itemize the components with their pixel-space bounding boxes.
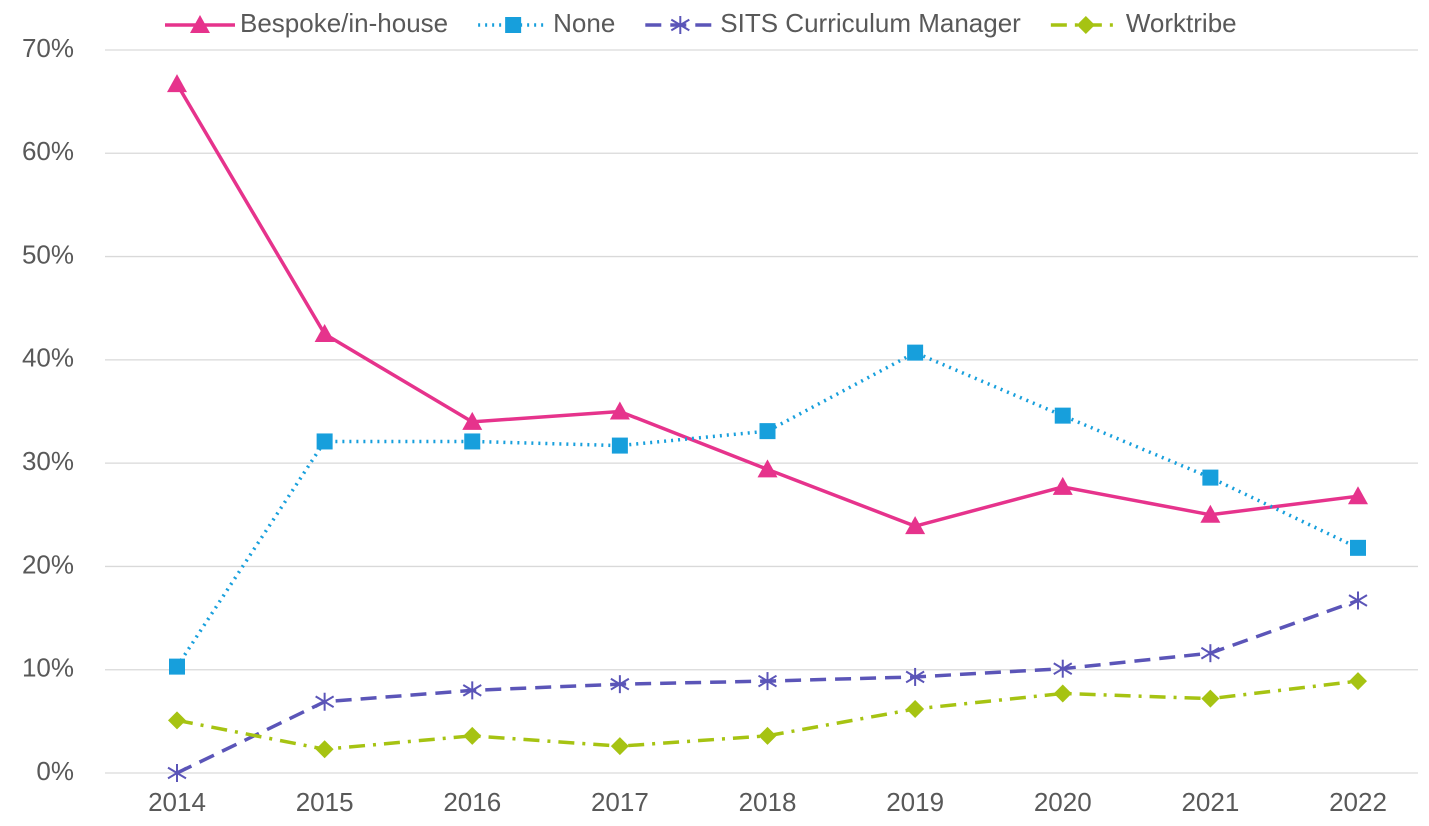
- marker: [1200, 504, 1221, 523]
- marker: [610, 675, 630, 694]
- marker-stroke: [1200, 646, 1220, 660]
- marker-stroke: [462, 684, 482, 697]
- marker: [167, 764, 187, 782]
- marker: [1053, 659, 1073, 678]
- marker: [610, 737, 629, 756]
- y-tick-label: 0%: [36, 756, 74, 786]
- marker: [609, 401, 630, 420]
- marker: [1349, 672, 1367, 691]
- y-tick-label: 40%: [22, 343, 74, 373]
- marker: [757, 459, 778, 478]
- x-tick-label: 2022: [1329, 787, 1387, 817]
- marker: [1348, 486, 1368, 505]
- marker: [1200, 644, 1220, 663]
- marker: [462, 411, 483, 430]
- marker: [168, 711, 186, 730]
- y-tick-label: 10%: [22, 653, 74, 683]
- legend-label: Worktribe: [1126, 8, 1237, 38]
- marker: [906, 699, 925, 718]
- marker: [1202, 469, 1219, 486]
- x-tick-label: 2018: [739, 787, 797, 817]
- legend-label: Bespoke/in-house: [240, 8, 448, 38]
- x-tick-label: 2014: [148, 787, 206, 817]
- y-tick-label: 60%: [22, 136, 74, 166]
- marker: [757, 672, 778, 691]
- marker-stroke: [315, 695, 335, 708]
- marker: [315, 692, 335, 711]
- marker: [1076, 16, 1095, 34]
- series-line: [176, 679, 1359, 752]
- marker: [463, 726, 482, 745]
- marker: [759, 423, 776, 440]
- legend-label: SITS Curriculum Manager: [720, 8, 1021, 38]
- y-tick-label: 50%: [22, 239, 74, 269]
- legend-item: Worktribe: [1050, 8, 1237, 38]
- marker: [315, 740, 334, 759]
- marker: [758, 726, 777, 745]
- x-tick-label: 2017: [591, 787, 649, 817]
- marker: [1053, 684, 1072, 703]
- y-tick-label: 30%: [22, 446, 74, 476]
- marker-stroke: [757, 674, 778, 688]
- marker: [1348, 591, 1368, 610]
- y-tick-label: 70%: [22, 33, 74, 63]
- x-tick-label: 2016: [443, 787, 501, 817]
- x-tick-label: 2015: [296, 787, 354, 817]
- marker: [907, 344, 924, 361]
- legend-label: None: [553, 8, 615, 38]
- marker: [505, 17, 522, 33]
- marker: [1350, 539, 1366, 556]
- marker-stroke: [1053, 662, 1073, 675]
- marker: [1201, 689, 1220, 708]
- marker: [190, 15, 210, 33]
- marker-stroke: [167, 766, 187, 780]
- marker: [1052, 476, 1073, 495]
- y-tick-label: 20%: [22, 549, 74, 579]
- marker-stroke: [610, 677, 630, 691]
- marker: [169, 658, 185, 675]
- legend-item: None: [478, 8, 615, 38]
- marker: [462, 681, 482, 700]
- x-tick-label: 2020: [1034, 787, 1092, 817]
- marker: [314, 324, 335, 343]
- marker: [905, 516, 926, 535]
- marker: [464, 433, 481, 450]
- marker-stroke: [670, 18, 690, 32]
- x-tick-label: 2019: [886, 787, 944, 817]
- marker-stroke: [905, 670, 925, 684]
- marker-stroke: [1348, 594, 1368, 607]
- marker: [905, 667, 925, 686]
- marker: [1054, 407, 1071, 424]
- legend-item: SITS Curriculum Manager: [645, 8, 1021, 38]
- x-tick-label: 2021: [1181, 787, 1239, 817]
- marker: [611, 437, 628, 454]
- legend-item: Bespoke/in-house: [165, 8, 448, 38]
- marker: [316, 433, 333, 450]
- marker: [670, 16, 690, 34]
- marker: [167, 74, 187, 93]
